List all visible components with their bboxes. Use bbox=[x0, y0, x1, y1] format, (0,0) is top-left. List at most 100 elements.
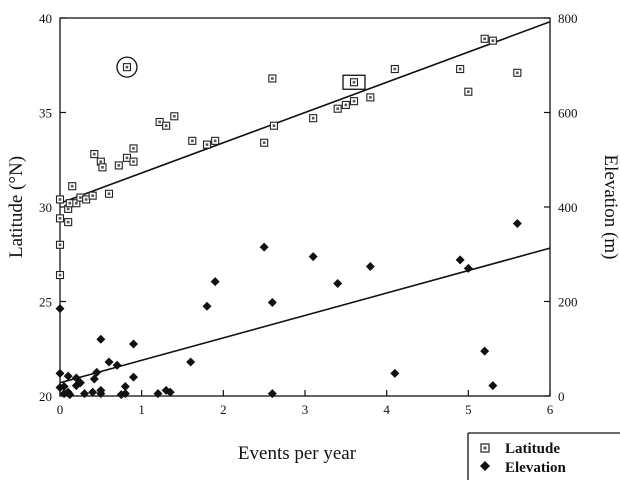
latitude-point-inner bbox=[125, 65, 129, 69]
latitude-point bbox=[55, 214, 65, 223]
latitude-point-inner bbox=[58, 273, 62, 277]
x-tick-label-3: 3 bbox=[302, 402, 309, 417]
elevation-point bbox=[112, 360, 122, 370]
latitude-point-inner bbox=[352, 80, 356, 84]
elevation-point bbox=[80, 389, 89, 399]
latitude-point-inner bbox=[117, 164, 121, 167]
latitude-point bbox=[55, 195, 65, 204]
latitude-point-inner bbox=[205, 143, 209, 146]
latitude-point bbox=[65, 199, 74, 208]
latitude-point bbox=[129, 144, 138, 153]
x-tick-label-4: 4 bbox=[383, 402, 390, 417]
elevation-point bbox=[92, 367, 102, 377]
elevation-point bbox=[259, 242, 269, 252]
elevation-point bbox=[75, 378, 85, 388]
latitude-point bbox=[488, 36, 497, 45]
latitude-point bbox=[390, 64, 399, 74]
elevation-point bbox=[202, 301, 212, 311]
x-axis-title: Events per year bbox=[238, 443, 357, 464]
latitude-point-inner bbox=[125, 156, 129, 160]
elevation-point bbox=[65, 390, 75, 400]
latitude-point bbox=[269, 121, 279, 130]
latitude-point bbox=[82, 195, 91, 204]
y-right-tick-label-3: 600 bbox=[558, 106, 578, 121]
latitude-point-inner bbox=[393, 67, 397, 71]
latitude-point-inner bbox=[164, 124, 168, 128]
elevation-point bbox=[480, 346, 490, 356]
annotations bbox=[116, 56, 366, 90]
latitude-point bbox=[456, 64, 465, 74]
y-left-tick-label-3: 35 bbox=[39, 106, 52, 121]
latitude-point bbox=[122, 153, 132, 162]
latitude-point-inner bbox=[66, 220, 70, 224]
latitude-point bbox=[68, 182, 77, 191]
latitude-point bbox=[480, 34, 489, 43]
y-right-tick-label-0: 0 bbox=[558, 389, 565, 404]
y-axis-left-title: Latitude (°N) bbox=[6, 156, 27, 258]
latitude-point-inner bbox=[173, 114, 176, 118]
latitude-point bbox=[55, 270, 65, 280]
legend: Latitude Elevation bbox=[467, 432, 620, 480]
legend-elevation-label: Elevation bbox=[505, 460, 566, 476]
latitude-point-inner bbox=[272, 124, 276, 128]
latitude-point-inner bbox=[132, 147, 135, 150]
trend-lines bbox=[59, 21, 551, 384]
legend-latitude-marker-inner bbox=[483, 446, 487, 450]
latitude-point-inner bbox=[191, 139, 194, 143]
latitude-point bbox=[513, 68, 522, 77]
annotation-rectangle bbox=[342, 74, 366, 90]
elevation-point bbox=[89, 374, 99, 384]
x-tick-label-5: 5 bbox=[465, 402, 472, 417]
elevation-point bbox=[129, 339, 138, 349]
latitude-point-inner bbox=[467, 90, 470, 94]
latitude-point bbox=[309, 114, 318, 123]
elevation-points bbox=[55, 219, 522, 400]
latitude-point-inner bbox=[70, 184, 74, 188]
latitude-point bbox=[104, 189, 114, 198]
latitude-point-inner bbox=[213, 139, 217, 143]
elevation-point bbox=[165, 387, 175, 397]
elevation-point bbox=[186, 357, 196, 367]
x-tick-label-2: 2 bbox=[220, 402, 227, 417]
x-tick-label-6: 6 bbox=[547, 402, 554, 417]
elevation-point bbox=[96, 334, 106, 344]
y-right-tick-label-4: 800 bbox=[558, 11, 578, 26]
latitude-point-inner bbox=[271, 77, 274, 80]
latitude-point-inner bbox=[66, 207, 70, 211]
latitude-point bbox=[333, 104, 342, 113]
y-left-tick-label-2: 30 bbox=[39, 200, 52, 215]
latitude-point bbox=[170, 112, 179, 121]
latitude-point-inner bbox=[516, 71, 519, 75]
latitude-point bbox=[349, 78, 359, 87]
elevation-point bbox=[390, 368, 400, 378]
latitude-point-inner bbox=[311, 116, 315, 120]
elevation-point bbox=[120, 389, 130, 399]
elevation-point bbox=[59, 382, 69, 392]
latitude-point-inner bbox=[336, 107, 339, 111]
latitude-point bbox=[98, 163, 107, 172]
annotation-circle bbox=[116, 56, 138, 78]
latitude-point-inner bbox=[352, 99, 356, 103]
elevation-point bbox=[96, 385, 106, 395]
latitude-point-inner bbox=[101, 166, 104, 169]
latitude-point-inner bbox=[68, 201, 72, 205]
latitude-points bbox=[55, 34, 522, 280]
latitude-point bbox=[114, 161, 123, 170]
elevation-point bbox=[210, 277, 220, 287]
latitude-point bbox=[464, 87, 473, 96]
latitude-point-inner bbox=[79, 196, 82, 199]
latitude-point-inner bbox=[93, 152, 96, 156]
latitude-point bbox=[155, 117, 164, 126]
latitude-point-inner bbox=[58, 243, 62, 247]
elevation-point bbox=[267, 389, 277, 399]
elevation-point bbox=[153, 389, 163, 399]
elevation-point bbox=[55, 304, 65, 314]
y-axis-right-title: Elevation (m) bbox=[600, 155, 620, 260]
latitude-point bbox=[88, 191, 97, 200]
latitude-point-inner bbox=[344, 103, 348, 107]
latitude-point-inner bbox=[483, 37, 486, 41]
elevation-point bbox=[267, 297, 277, 307]
fit-line-latitude bbox=[59, 21, 551, 204]
